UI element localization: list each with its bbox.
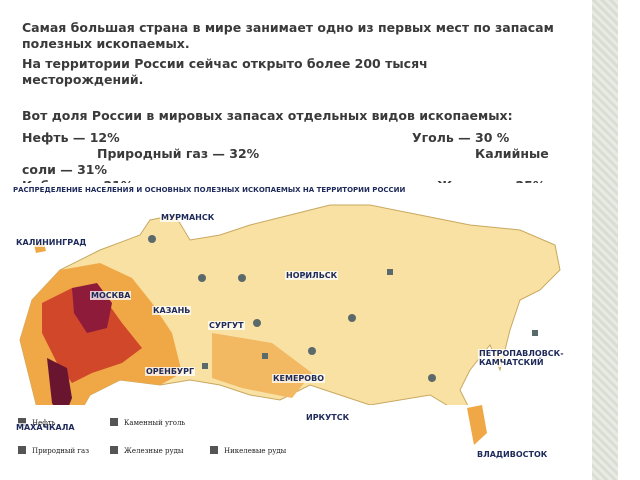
city-label: КЕМЕРОВО bbox=[272, 374, 325, 383]
city-label: МАХАЧКАЛА bbox=[15, 423, 76, 432]
share: Нефть — 12% bbox=[22, 130, 120, 145]
paragraph: Самая большая страна в мире занимает одн… bbox=[22, 20, 554, 51]
city-label: ПЕТРОПАВЛОВСК-КАМЧАТСКИЙ bbox=[478, 349, 564, 367]
paragraph: На территории России сейчас открыто боле… bbox=[22, 56, 428, 87]
region-dark bbox=[42, 288, 142, 383]
share: Калийные соли — 31% bbox=[22, 146, 549, 177]
legend-label: Железные руды bbox=[124, 447, 184, 455]
city-label: НОРИЛЬСК bbox=[285, 271, 339, 280]
sakhalin bbox=[467, 405, 487, 445]
map-title: РАСПРЕДЕЛЕНИЕ НАСЕЛЕНИЯ И ОСНОВНЫХ ПОЛЕЗ… bbox=[13, 186, 406, 194]
map: РАСПРЕДЕЛЕНИЕ НАСЕЛЕНИЯ И ОСНОВНЫХ ПОЛЕЗ… bbox=[12, 183, 565, 470]
map-drawing bbox=[12, 204, 565, 470]
decor-strip bbox=[592, 0, 618, 480]
city-label: ОРЕНБУРГ bbox=[145, 367, 196, 376]
city-label: ИРКУТСК bbox=[305, 413, 351, 422]
legend-icons bbox=[18, 418, 218, 454]
intro: Вот доля России в мировых запасах отдель… bbox=[22, 108, 513, 123]
city-label: МОСКВА bbox=[90, 291, 132, 300]
legend-label: Нефть bbox=[32, 419, 56, 427]
share: Уголь — 30 % bbox=[412, 130, 510, 145]
city-label: МУРМАНСК bbox=[160, 213, 216, 222]
share: Природный газ — 32% bbox=[97, 146, 260, 161]
city-label: СУРГУТ bbox=[208, 321, 245, 330]
city-label: ВЛАДИВОСТОК bbox=[476, 450, 549, 459]
legend-label: Природный газ bbox=[32, 447, 90, 455]
icons bbox=[148, 235, 538, 382]
legend-label: Никелевые руды bbox=[224, 447, 287, 455]
legend-label: Каменный уголь bbox=[124, 419, 186, 427]
city-label: КАЛИНИНГРАД bbox=[15, 238, 88, 247]
city-label: КАЗАНЬ bbox=[152, 306, 192, 315]
